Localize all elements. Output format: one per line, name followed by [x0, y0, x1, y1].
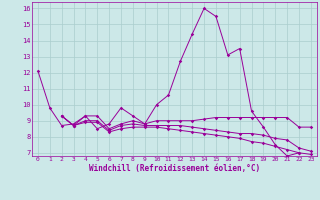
X-axis label: Windchill (Refroidissement éolien,°C): Windchill (Refroidissement éolien,°C) [89, 164, 260, 173]
